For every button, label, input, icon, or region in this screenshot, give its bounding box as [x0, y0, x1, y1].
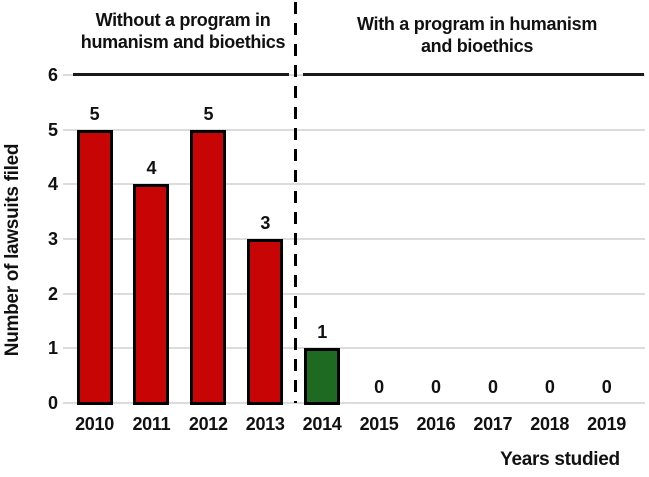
value-label-2015: 0 — [374, 377, 384, 397]
y-tick-label-4: 4 — [47, 174, 58, 195]
value-label-2012: 5 — [203, 103, 214, 124]
right-group-title: With a program in humanism and bioethics — [356, 14, 598, 56]
x-tick-label-2012: 2012 — [188, 414, 228, 434]
x-tick-label-2017: 2017 — [473, 414, 513, 434]
value-label-2013: 3 — [260, 213, 271, 233]
gridline-y0 — [63, 402, 645, 404]
x-axis-label: Years studied — [500, 449, 620, 470]
x-tick-label-2010: 2010 — [75, 414, 114, 434]
gridline-y4 — [63, 183, 645, 186]
x-tick-label-2019: 2019 — [587, 414, 627, 434]
value-label-2017: 0 — [487, 377, 498, 397]
left-group-title: Without a program in humanism and bioeth… — [80, 10, 286, 52]
region-separator-dashed-line — [294, 2, 297, 403]
x-tick-label-2018: 2018 — [530, 414, 570, 434]
y-tick-label-6: 6 — [47, 65, 58, 85]
bar-2010 — [76, 129, 113, 405]
value-label-2014: 1 — [317, 322, 327, 343]
y-tick-label-3: 3 — [47, 229, 58, 249]
value-label-2018: 0 — [544, 377, 555, 397]
bar-2012 — [190, 129, 227, 405]
y-tick-label-0: 0 — [47, 393, 58, 413]
x-tick-label-2014: 2014 — [302, 414, 342, 434]
gridline-y5 — [63, 128, 645, 131]
y-tick-label-1: 1 — [47, 338, 58, 359]
bar-2014 — [304, 348, 341, 405]
value-label-2011: 4 — [146, 158, 157, 179]
gridline-y3 — [63, 238, 645, 240]
x-tick-label-2015: 2015 — [359, 414, 399, 434]
value-label-2019: 0 — [601, 377, 612, 397]
right-region-overline — [303, 73, 644, 76]
value-label-2016: 0 — [431, 377, 441, 397]
bar-2011 — [133, 184, 170, 405]
gridline-y2 — [63, 292, 645, 295]
y-axis-label: Number of lawsuits filed — [2, 143, 23, 357]
bar-2013 — [247, 239, 284, 405]
left-region-overline — [73, 73, 289, 76]
x-tick-label-2016: 2016 — [416, 414, 456, 434]
value-label-2010: 5 — [89, 103, 100, 124]
y-tick-label-5: 5 — [47, 119, 58, 140]
x-tick-label-2011: 2011 — [132, 414, 171, 434]
y-tick-label-2: 2 — [47, 283, 58, 304]
gridline-y1 — [63, 347, 645, 350]
x-tick-label-2013: 2013 — [245, 414, 285, 434]
